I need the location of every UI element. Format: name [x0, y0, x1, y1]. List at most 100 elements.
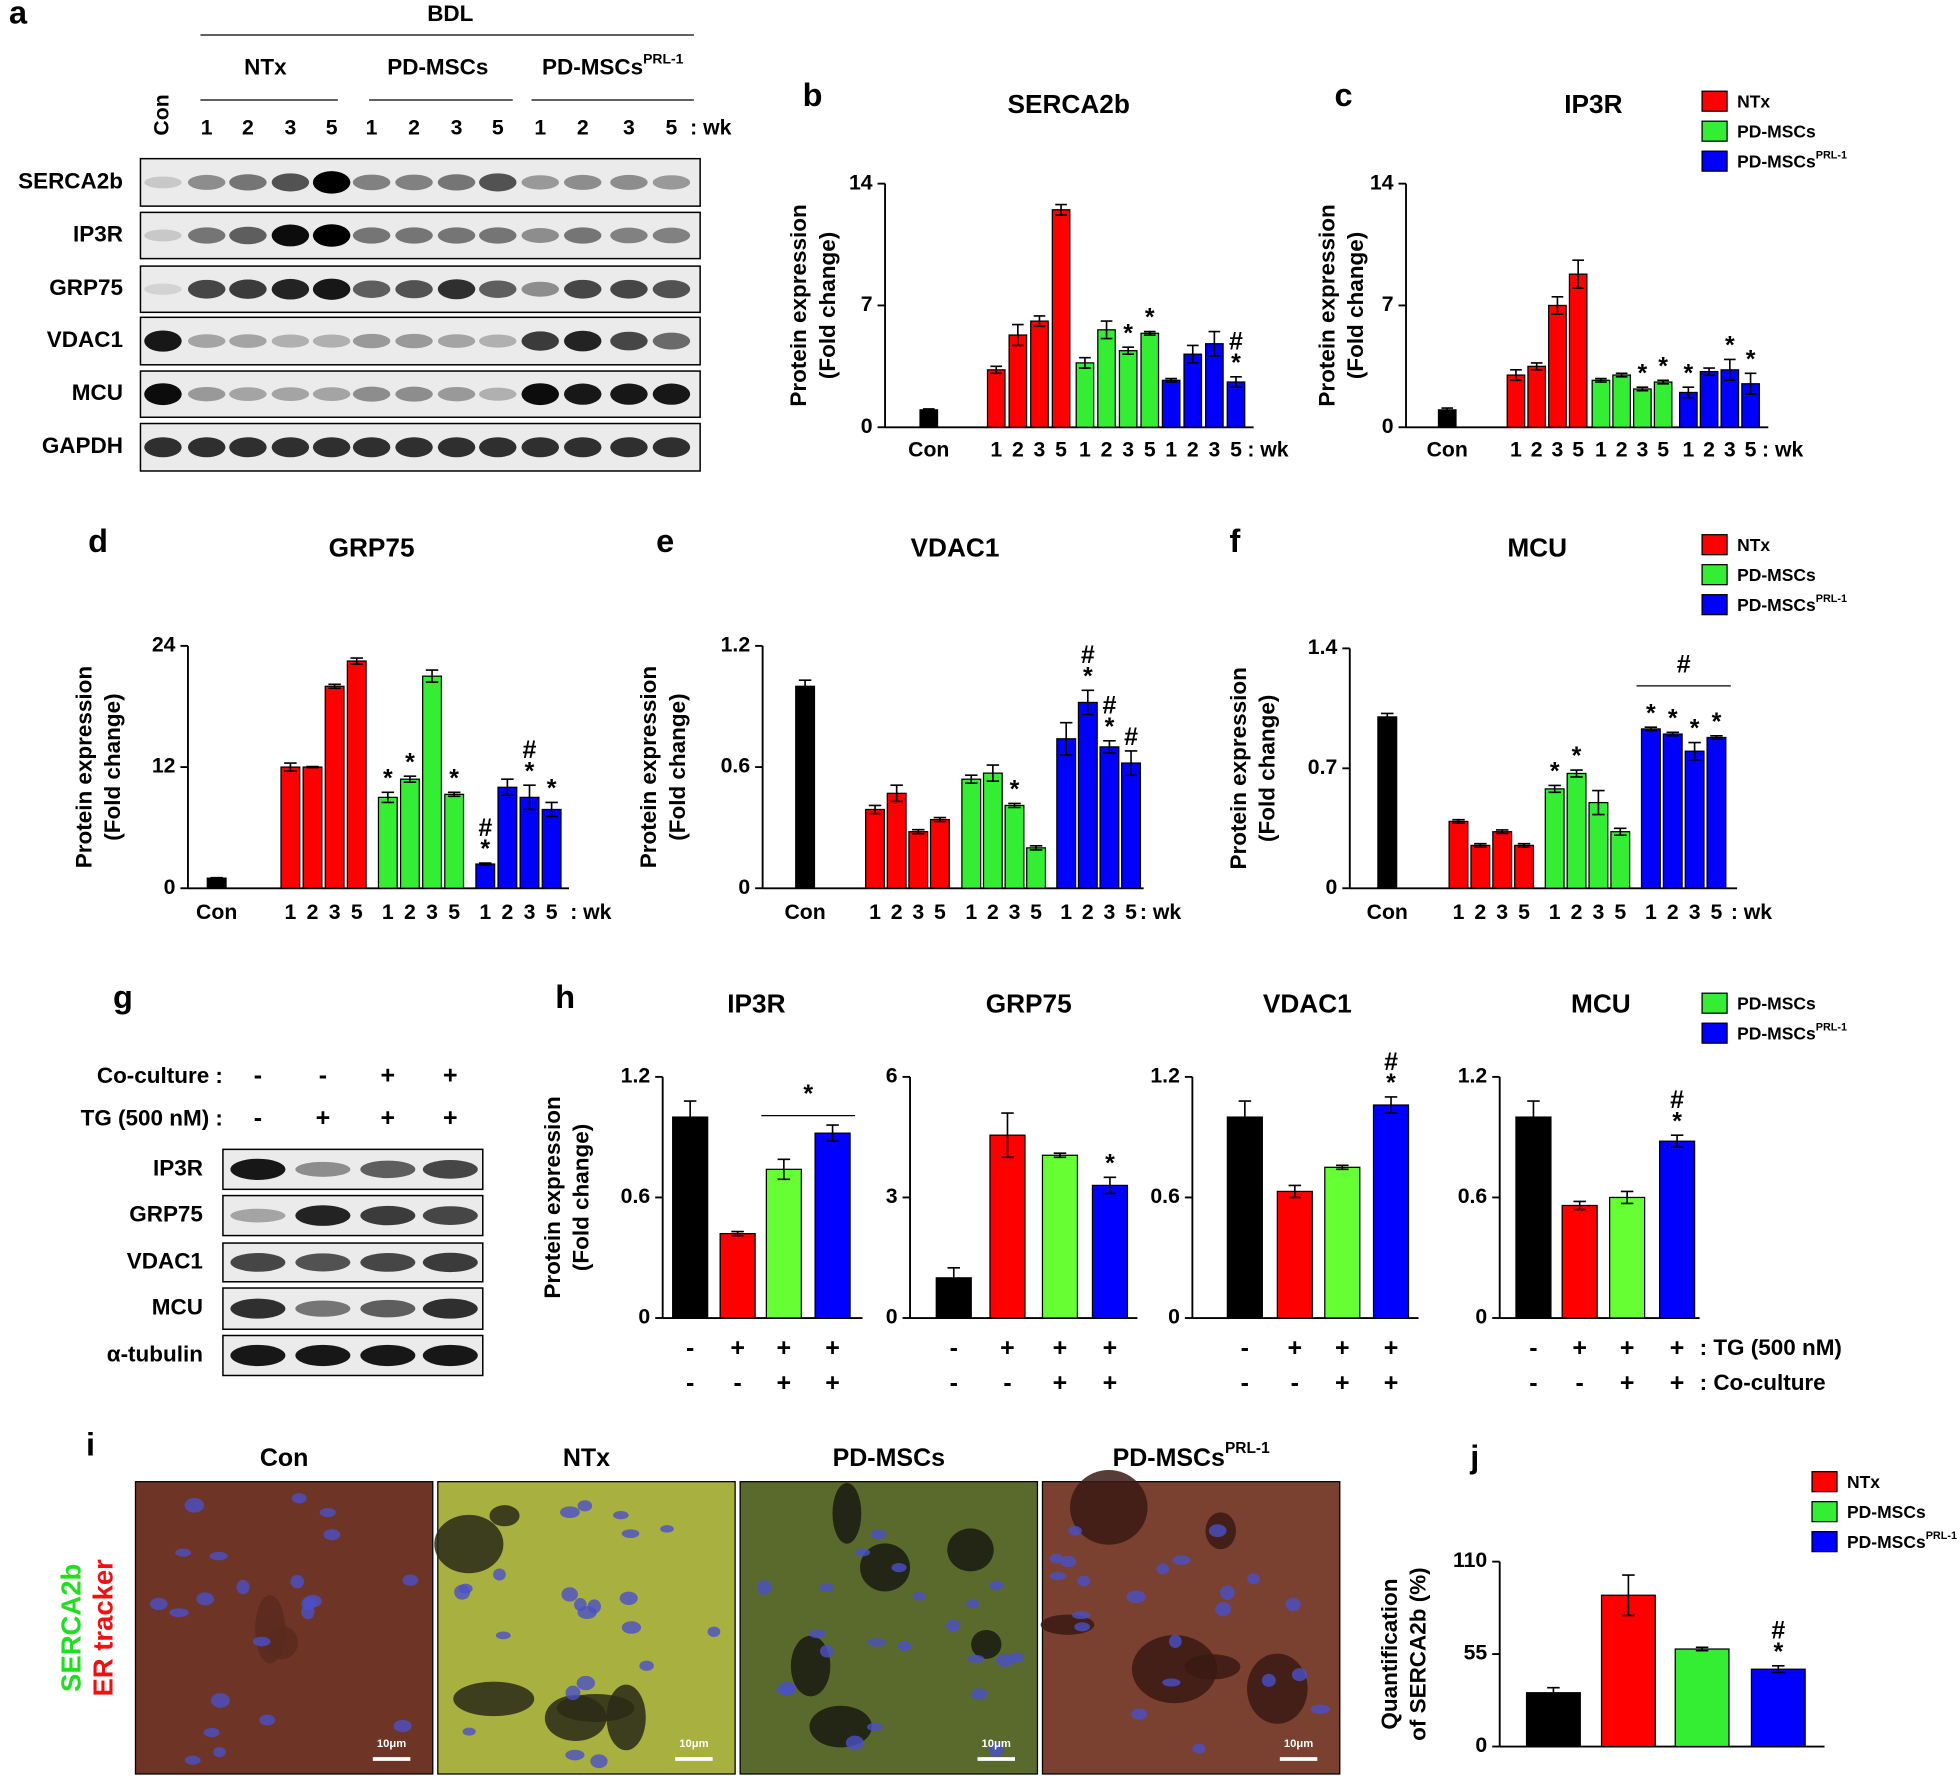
legend-label-superscript: PRL-1 [1816, 1021, 1847, 1033]
x-tick-label: 1 [965, 901, 977, 924]
condition-sign: + [316, 1104, 331, 1132]
group-label-main: PD-MSCs [387, 55, 488, 80]
x-tick-label: 3 [1552, 439, 1564, 462]
blot-band [479, 437, 517, 458]
blot-band [187, 227, 226, 244]
nucleus [454, 1584, 471, 1600]
x-tick-label: 1 [284, 901, 296, 924]
error-bar [1238, 1100, 1252, 1134]
x-tick-label: 1 [990, 439, 1002, 462]
error-bar [990, 365, 1003, 375]
blot-band [230, 1344, 286, 1367]
error-bar [1620, 1190, 1634, 1205]
blot-band [229, 387, 267, 402]
panel-label: e [656, 523, 674, 559]
micrograph-patch [832, 1482, 862, 1544]
image-title-main: NTx [563, 1444, 610, 1472]
legend-label: PD-MSCs [1737, 565, 1816, 585]
error-bar [1572, 259, 1584, 289]
nucleus [1049, 1572, 1067, 1581]
nucleus [1131, 1708, 1148, 1720]
x-tick-label: 3 [1592, 901, 1604, 924]
blot-band [437, 386, 476, 402]
nucleus [1156, 1563, 1169, 1575]
error-bar [1012, 323, 1024, 347]
nucleus [897, 1640, 912, 1652]
scale-bar-label: 10μm [1284, 1738, 1313, 1750]
significance-mark: * [1668, 704, 1678, 732]
chart-title: SERCA2b [1008, 89, 1130, 119]
error-bar [1614, 827, 1627, 836]
legend-swatch [1701, 534, 1728, 556]
error-bar [1053, 1152, 1067, 1159]
error-bar [1079, 356, 1091, 369]
nucleus [1077, 1575, 1091, 1587]
legend-label: NTx [1737, 91, 1770, 111]
error-bar [1122, 346, 1134, 355]
condition-sign: + [1620, 1369, 1635, 1397]
x-tick-label: 1 [1549, 901, 1561, 924]
legend-swatch [1811, 1471, 1838, 1493]
x-tick-label: 3 [912, 901, 924, 924]
condition-label: Co-culture : [97, 1063, 223, 1088]
bar [1633, 388, 1652, 428]
x-tick-label: 3 [1724, 439, 1736, 462]
bar [302, 766, 323, 889]
bar [1591, 379, 1611, 428]
error-bar [1103, 1176, 1117, 1195]
blot-band [395, 437, 433, 458]
nucleus [1192, 1743, 1206, 1754]
blot-band [521, 437, 559, 458]
blot-band [395, 333, 433, 349]
bar [346, 660, 367, 889]
bar [1566, 772, 1587, 889]
error-bar [1208, 330, 1221, 357]
error-bar [1592, 789, 1605, 816]
bar [1008, 334, 1028, 428]
x-tick-label: 5 [1230, 439, 1242, 462]
bar [908, 831, 929, 889]
error-bar [1657, 379, 1669, 385]
nucleus [560, 1506, 580, 1519]
lane-label: Con [151, 94, 174, 135]
error-bar [1081, 689, 1095, 716]
significance-mark: # [1771, 1617, 1785, 1645]
nucleus [778, 1681, 796, 1697]
y-axis-label: Protein expression [636, 666, 661, 868]
nucleus [1162, 1678, 1181, 1687]
blot-band [230, 1253, 286, 1272]
nucleus [639, 1660, 654, 1671]
bar [919, 409, 939, 428]
significance-mark: # [1670, 1086, 1684, 1114]
chart-title: MCU [1507, 533, 1567, 563]
image-title-main: Con [260, 1444, 309, 1472]
bar [1377, 716, 1398, 889]
nucleus [203, 1727, 220, 1738]
error-bar [425, 669, 439, 684]
y-tick-label: 0 [1168, 1306, 1180, 1329]
bar [989, 1134, 1026, 1319]
blot-band [395, 386, 433, 402]
x-tick-label: 2 [1616, 439, 1628, 462]
x-tick-label: 2 [1082, 901, 1094, 924]
legend-label: PD-MSCsPRL-1 [1737, 593, 1847, 615]
y-tick-label: 1.2 [721, 633, 751, 656]
lane-label: 2 [577, 116, 589, 139]
error-bar [1551, 295, 1564, 315]
legend-swatch [1701, 120, 1728, 142]
y-tick-label: 0 [1475, 1306, 1487, 1329]
x-tick-label: 5 [1055, 439, 1067, 462]
error-bar [1384, 1096, 1398, 1114]
image-title: Con [260, 1444, 309, 1472]
chart-title: VDAC1 [911, 533, 1000, 563]
condition-sign: - [1241, 1334, 1249, 1362]
nucleus [989, 1580, 1004, 1591]
x-unit-label: : wk [1762, 439, 1803, 462]
bar [1653, 381, 1673, 428]
bar [982, 772, 1003, 889]
x-tick-label: 3 [1208, 439, 1220, 462]
nucleus [1261, 1673, 1276, 1687]
condition-sign: + [1335, 1334, 1350, 1362]
x-tick-label: 1 [1079, 439, 1091, 462]
blot-band [312, 334, 351, 348]
